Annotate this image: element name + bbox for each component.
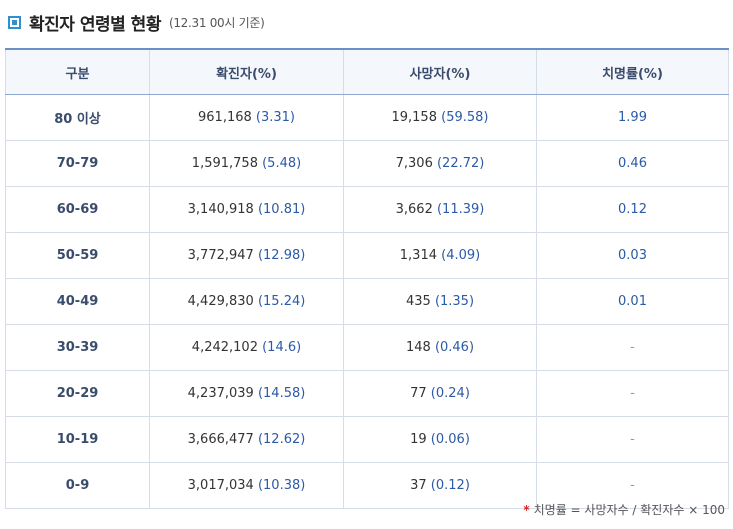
confirmed-count: 4,429,830 [187,294,254,309]
deaths-count: 3,662 [395,202,433,217]
confirmed-percent: (10.38) [257,478,306,493]
cell-group: 60-69 [5,186,150,233]
square-bullet-icon [8,15,21,29]
cell-deaths: 148 (0.46) [343,324,537,371]
deaths-percent: (0.06) [430,432,470,447]
cell-group: 80 이상 [5,94,150,141]
confirmed-count: 3,772,947 [187,248,254,263]
table-row: 0-9 3,017,034 (10.38) 37 (0.12) - [5,462,729,509]
cell-fatality-rate: - [536,462,729,509]
cell-confirmed: 961,168 (3.31) [149,94,344,141]
cell-deaths: 19 (0.06) [343,416,537,463]
age-stats-table: 구분 확진자(%) 사망자(%) 치명률(%) 80 이상 961,168 (3.… [5,48,729,509]
confirmed-count: 1,591,758 [191,156,258,171]
cell-fatality-rate: - [536,370,729,417]
confirmed-percent: (14.6) [262,340,302,355]
cell-fatality-rate: 0.12 [536,186,729,233]
confirmed-percent: (12.62) [257,432,306,447]
cell-group: 20-29 [5,370,150,417]
table-row: 20-29 4,237,039 (14.58) 77 (0.24) - [5,370,729,417]
cell-fatality-rate: 0.01 [536,278,729,325]
confirmed-percent: (10.81) [257,202,306,217]
cell-deaths: 19,158 (59.58) [343,94,537,141]
footnote-mark: * [523,503,530,517]
deaths-count: 435 [405,294,431,309]
cell-confirmed: 3,140,918 (10.81) [149,186,344,233]
cell-group: 30-39 [5,324,150,371]
deaths-count: 7,306 [395,156,433,171]
deaths-count: 77 [410,386,427,401]
table-row: 30-39 4,242,102 (14.6) 148 (0.46) - [5,324,729,371]
table-row: 70-79 1,591,758 (5.48) 7,306 (22.72) 0.46 [5,140,729,187]
cell-fatality-rate: - [536,324,729,371]
table-header-row: 구분 확진자(%) 사망자(%) 치명률(%) [5,48,729,95]
cell-deaths: 7,306 (22.72) [343,140,537,187]
cell-confirmed: 1,591,758 (5.48) [149,140,344,187]
column-header-confirmed: 확진자(%) [149,48,344,95]
confirmed-count: 4,237,039 [187,386,254,401]
page-title: 확진자 연령별 현황 [29,14,161,35]
deaths-percent: (22.72) [436,156,485,171]
confirmed-percent: (14.58) [257,386,306,401]
page-subtitle: (12.31 00시 기준) [168,15,265,30]
footnote-text: 치명률 = 사망자수 / 확진자수 × 100 [533,503,725,517]
footnote: * 치명률 = 사망자수 / 확진자수 × 100 [523,501,725,518]
cell-deaths: 37 (0.12) [343,462,537,509]
table-row: 10-19 3,666,477 (12.62) 19 (0.06) - [5,416,729,463]
cell-confirmed: 4,429,830 (15.24) [149,278,344,325]
cell-group: 40-49 [5,278,150,325]
column-header-group: 구분 [5,48,150,95]
cell-fatality-rate: 0.03 [536,232,729,279]
deaths-percent: (4.09) [441,248,481,263]
column-header-deaths: 사망자(%) [343,48,537,95]
deaths-percent: (59.58) [441,110,489,125]
cell-confirmed: 3,772,947 (12.98) [149,232,344,279]
confirmed-count: 3,017,034 [187,478,254,493]
confirmed-count: 961,168 [198,110,252,125]
deaths-percent: (0.24) [430,386,470,401]
confirmed-count: 4,242,102 [191,340,258,355]
deaths-count: 148 [405,340,431,355]
cell-confirmed: 3,666,477 (12.62) [149,416,344,463]
confirmed-percent: (12.98) [257,248,306,263]
cell-group: 50-59 [5,232,150,279]
table-row: 40-49 4,429,830 (15.24) 435 (1.35) 0.01 [5,278,729,325]
deaths-count: 37 [410,478,427,493]
cell-deaths: 435 (1.35) [343,278,537,325]
deaths-percent: (11.39) [436,202,485,217]
deaths-count: 19 [410,432,427,447]
table-row: 80 이상 961,168 (3.31) 19,158 (59.58) 1.99 [5,94,729,141]
column-header-fatality-rate: 치명률(%) [536,48,729,95]
deaths-count: 19,158 [391,110,437,125]
deaths-percent: (0.46) [434,340,475,355]
cell-fatality-rate: 1.99 [536,94,729,141]
cell-confirmed: 4,237,039 (14.58) [149,370,344,417]
confirmed-percent: (5.48) [262,156,302,171]
confirmed-count: 3,140,918 [187,202,254,217]
cell-deaths: 3,662 (11.39) [343,186,537,233]
cell-group: 0-9 [5,462,150,509]
cell-deaths: 1,314 (4.09) [343,232,537,279]
confirmed-percent: (3.31) [255,110,295,125]
confirmed-count: 3,666,477 [187,432,254,447]
cell-group: 70-79 [5,140,150,187]
cell-confirmed: 3,017,034 (10.38) [149,462,344,509]
cell-confirmed: 4,242,102 (14.6) [149,324,344,371]
cell-fatality-rate: - [536,416,729,463]
cell-group: 10-19 [5,416,150,463]
deaths-count: 1,314 [399,248,437,263]
table-row: 50-59 3,772,947 (12.98) 1,314 (4.09) 0.03 [5,232,729,279]
cell-fatality-rate: 0.46 [536,140,729,187]
confirmed-percent: (15.24) [257,294,306,309]
deaths-percent: (0.12) [430,478,470,493]
cell-deaths: 77 (0.24) [343,370,537,417]
deaths-percent: (1.35) [434,294,475,309]
title-row: 확진자 연령별 현황 (12.31 00시 기준) [8,9,265,35]
table-row: 60-69 3,140,918 (10.81) 3,662 (11.39) 0.12 [5,186,729,233]
